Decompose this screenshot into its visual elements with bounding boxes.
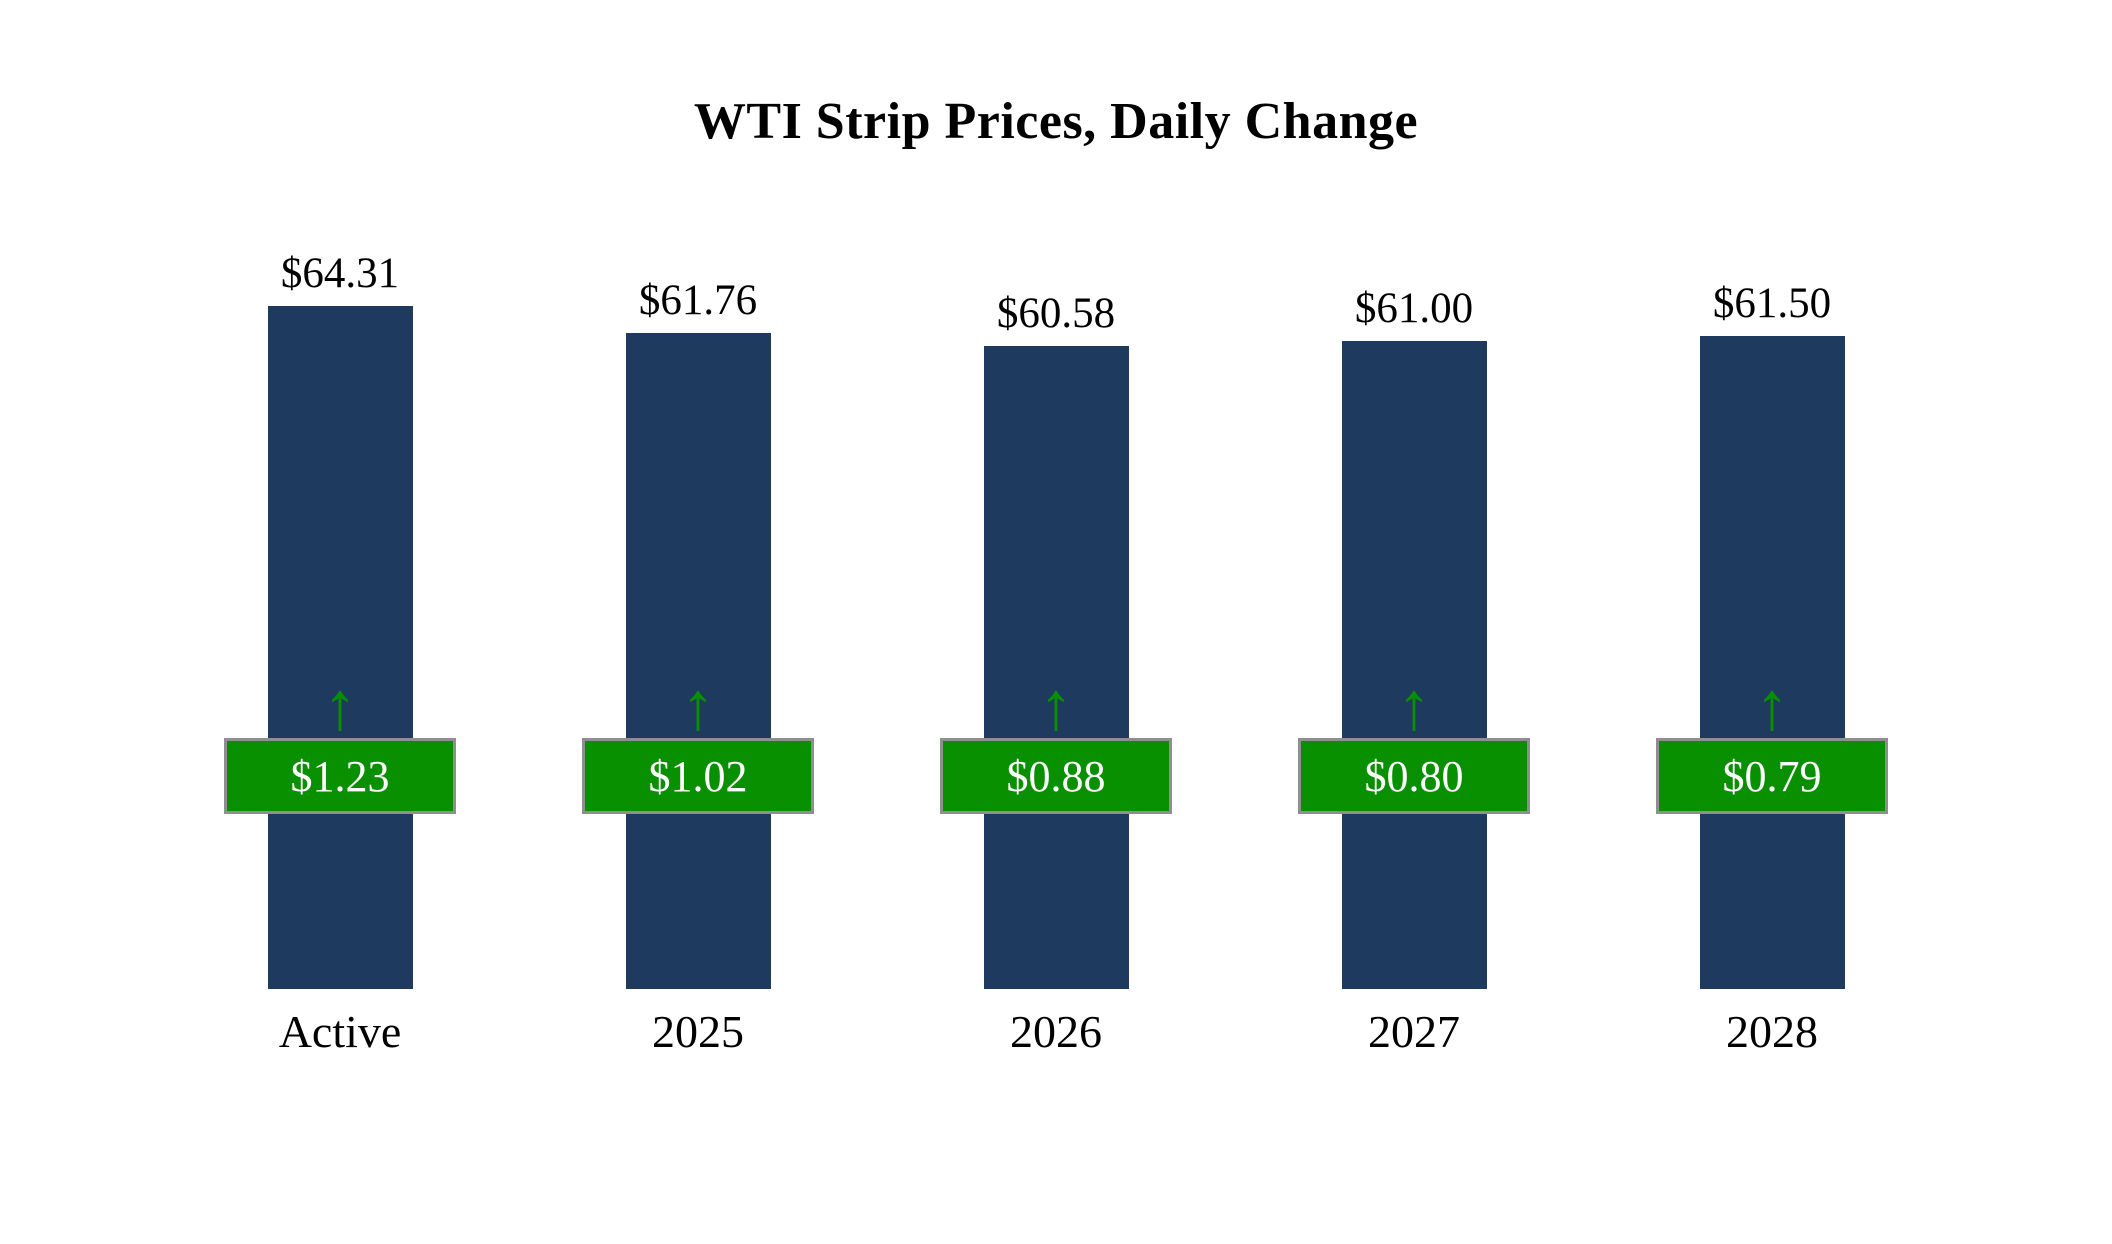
category-label: 2025 — [652, 1006, 744, 1057]
bar-zone: $60.58 ↑ $0.88 — [940, 229, 1172, 989]
bar-column-2028: $61.50 ↑ $0.79 2028 — [1593, 229, 1951, 1058]
daily-change-badge: $1.02 — [582, 738, 814, 814]
bar-column-active: $64.31 ↑ $1.23 Active — [161, 229, 519, 1058]
up-arrow-icon: ↑ — [681, 668, 715, 744]
daily-change-label: $0.79 — [1722, 751, 1822, 801]
bar-zone: $61.00 ↑ $0.80 — [1298, 229, 1530, 989]
daily-change-label: $1.23 — [290, 751, 390, 801]
category-label: Active — [278, 1006, 402, 1057]
bar-zone: $64.31 ↑ $1.23 — [224, 229, 456, 989]
daily-change-badge: $0.88 — [940, 738, 1172, 814]
price-bar: ↑ $0.88 — [940, 346, 1172, 989]
bar-column-2025: $61.76 ↑ $1.02 2025 — [519, 229, 877, 1058]
price-bar: ↑ $1.23 — [224, 306, 456, 989]
daily-change-badge: $0.79 — [1656, 738, 1888, 814]
bar-zone: $61.76 ↑ $1.02 — [582, 229, 814, 989]
bar-column-2026: $60.58 ↑ $0.88 2026 — [877, 229, 1235, 1058]
bar-zone: $61.50 ↑ $0.79 — [1656, 229, 1888, 989]
up-arrow-icon: ↑ — [1039, 668, 1073, 744]
chart-title: WTI Strip Prices, Daily Change — [693, 93, 1419, 150]
up-arrow-icon: ↑ — [323, 668, 357, 744]
price-label: $61.76 — [638, 277, 758, 324]
category-label: 2028 — [1726, 1006, 1818, 1057]
price-label: $61.50 — [1712, 280, 1832, 327]
bar-column-2027: $61.00 ↑ $0.80 2027 — [1235, 229, 1593, 1058]
price-bar: ↑ $0.80 — [1298, 341, 1530, 989]
daily-change-label: $1.02 — [648, 751, 748, 801]
category-label: 2027 — [1368, 1006, 1460, 1057]
price-label: $64.31 — [280, 250, 400, 297]
daily-change-label: $0.88 — [1006, 751, 1106, 801]
price-label: $61.00 — [1354, 285, 1474, 332]
up-arrow-icon: ↑ — [1755, 668, 1789, 744]
daily-change-badge: $0.80 — [1298, 738, 1530, 814]
category-label: 2026 — [1010, 1006, 1102, 1057]
price-bar: ↑ $0.79 — [1656, 336, 1888, 989]
price-label: $60.58 — [996, 290, 1116, 337]
daily-change-badge: $1.23 — [224, 738, 456, 814]
up-arrow-icon: ↑ — [1397, 668, 1431, 744]
bar-chart: $64.31 ↑ $1.23 Active $61.76 ↑ $1.02 202… — [161, 229, 1951, 1058]
daily-change-label: $0.80 — [1364, 751, 1464, 801]
price-bar: ↑ $1.02 — [582, 333, 814, 989]
